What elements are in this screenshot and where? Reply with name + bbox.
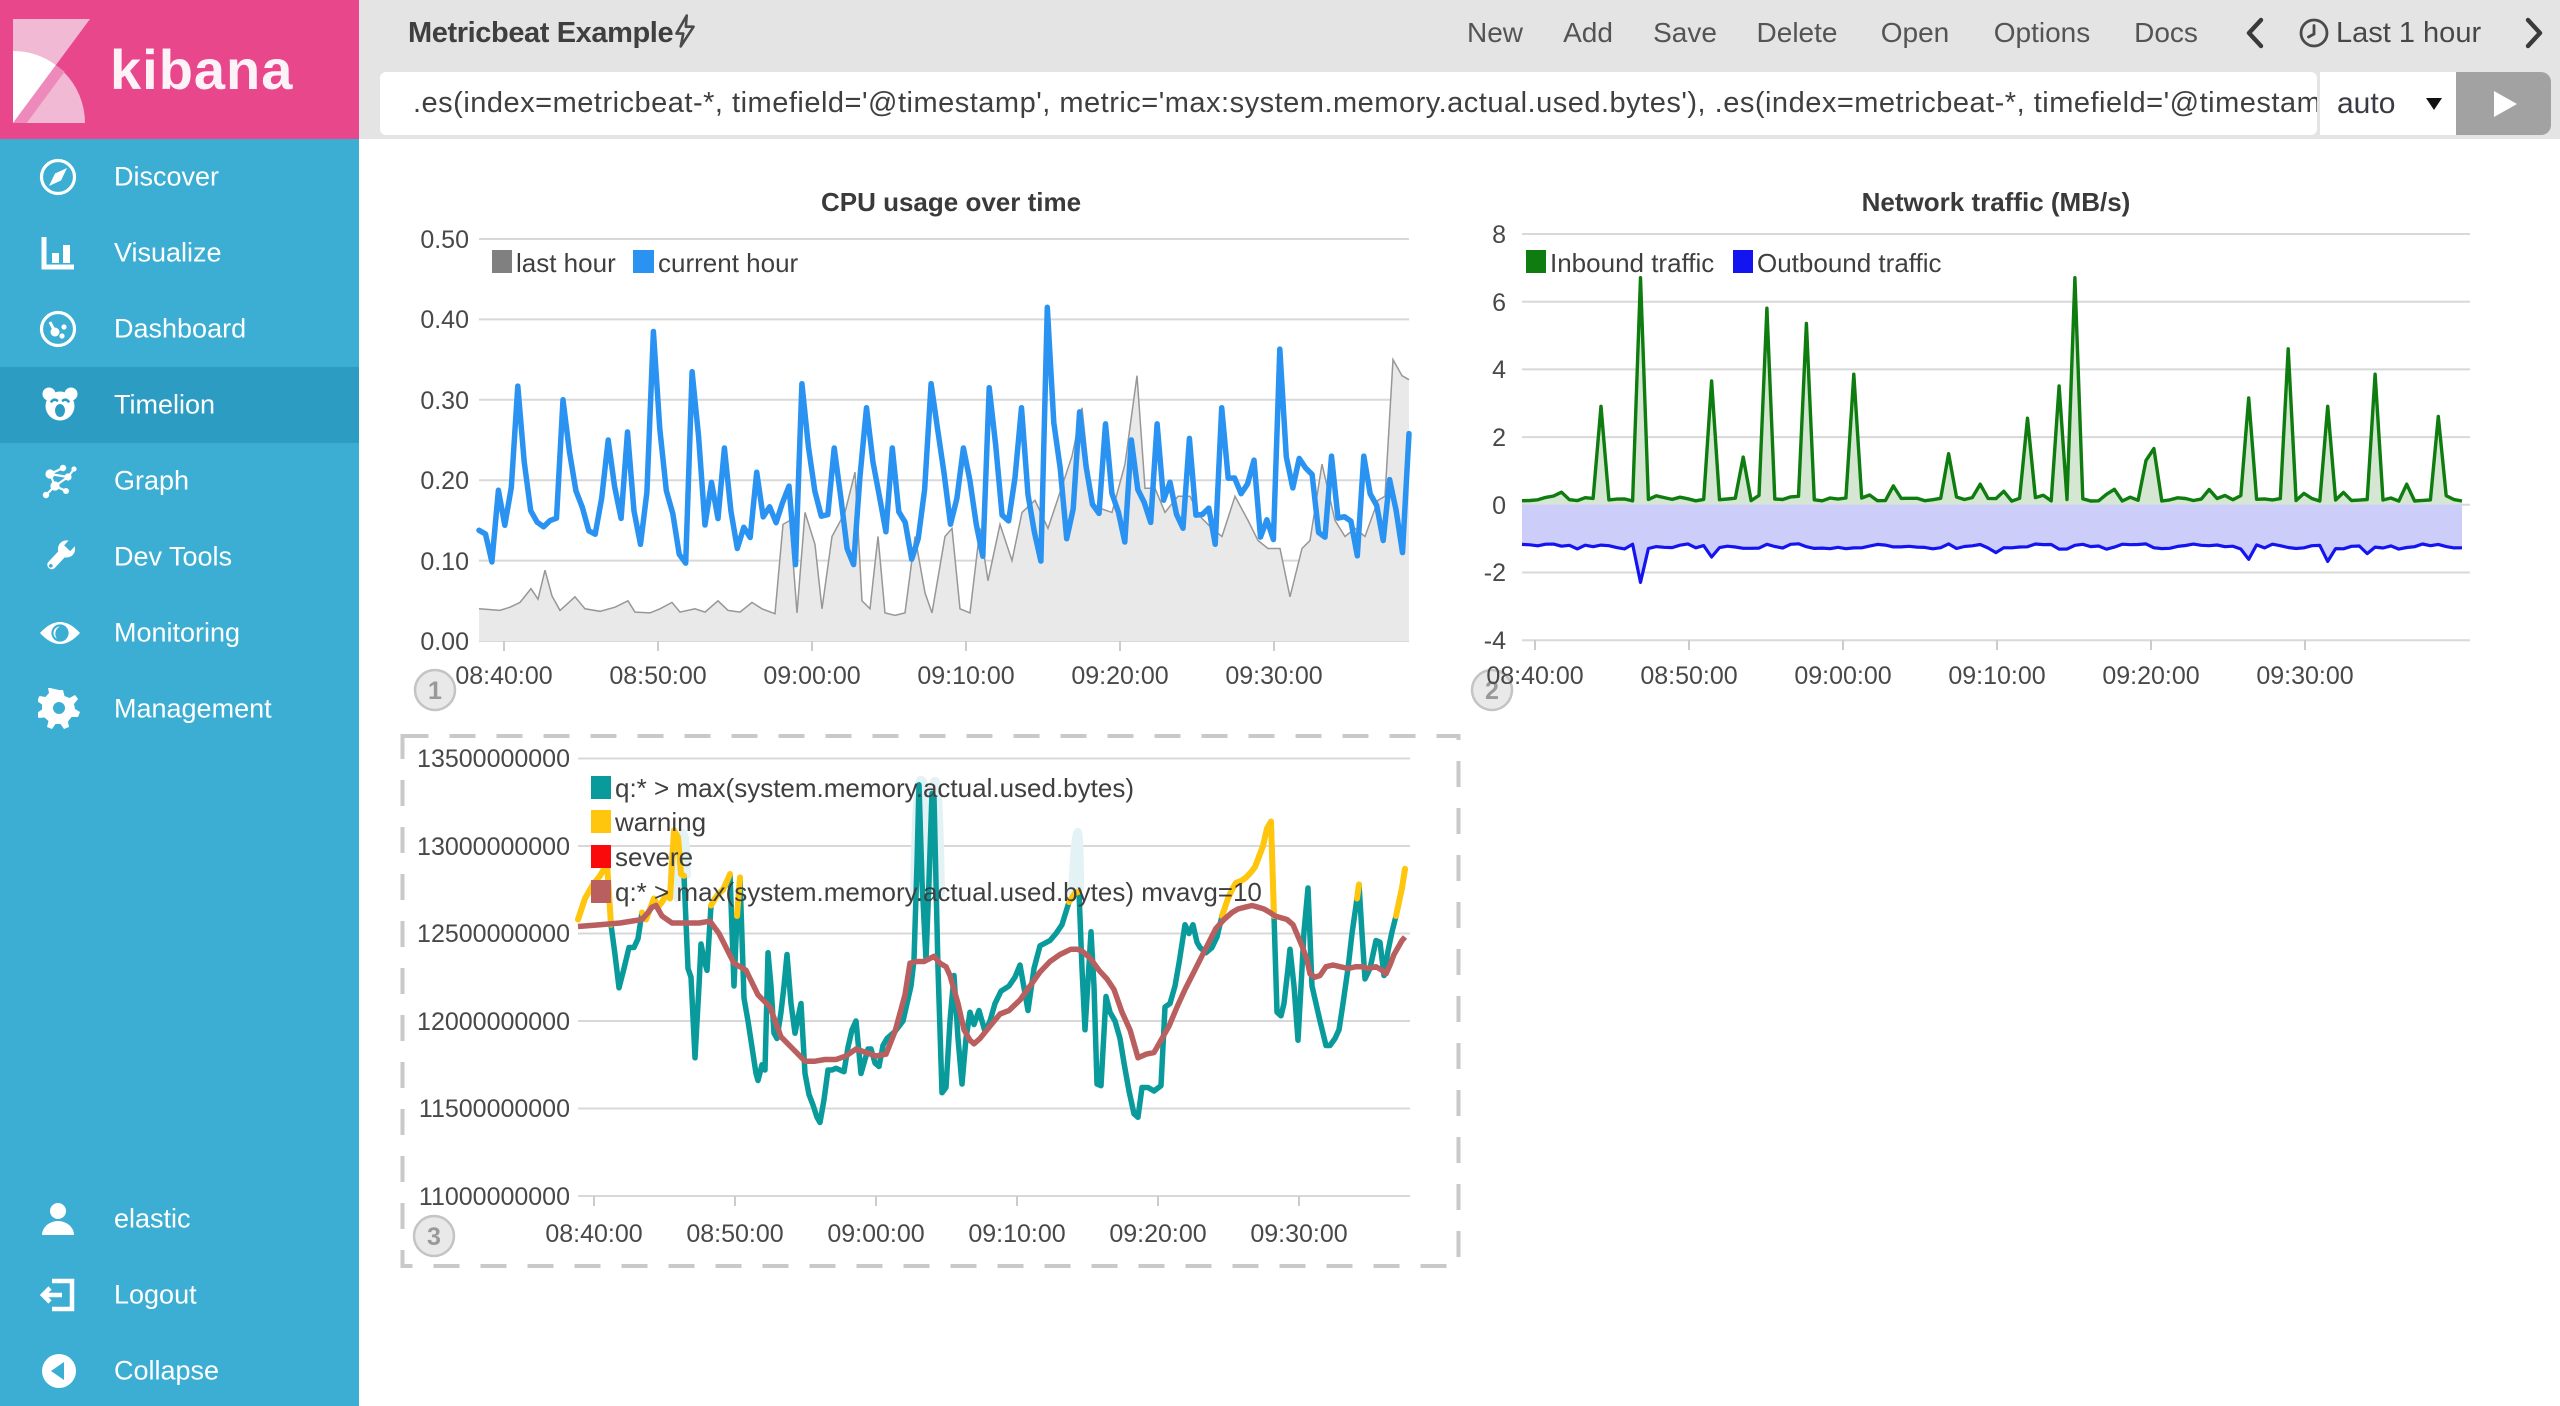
- svg-text:CPU usage over time: CPU usage over time: [821, 187, 1081, 217]
- svg-text:09:00:00: 09:00:00: [1794, 662, 1891, 690]
- svg-text:09:00:00: 09:00:00: [827, 1220, 924, 1248]
- svg-text:08:40:00: 08:40:00: [455, 662, 552, 690]
- svg-text:0.30: 0.30: [420, 387, 469, 415]
- svg-text:0.40: 0.40: [420, 306, 469, 334]
- svg-text:09:30:00: 09:30:00: [2256, 662, 2353, 690]
- svg-text:13000000000: 13000000000: [417, 833, 570, 861]
- svg-text:09:30:00: 09:30:00: [1225, 662, 1322, 690]
- svg-text:13500000000: 13500000000: [417, 745, 570, 773]
- svg-text:09:20:00: 09:20:00: [1071, 662, 1168, 690]
- svg-text:09:20:00: 09:20:00: [2102, 662, 2199, 690]
- svg-text:12000000000: 12000000000: [417, 1008, 570, 1036]
- svg-text:09:10:00: 09:10:00: [968, 1220, 1065, 1248]
- svg-text:Outbound traffic: Outbound traffic: [1757, 248, 1942, 278]
- svg-text:2: 2: [1492, 424, 1506, 452]
- svg-text:-4: -4: [1484, 627, 1506, 655]
- svg-text:09:10:00: 09:10:00: [917, 662, 1014, 690]
- svg-text:0.20: 0.20: [420, 467, 469, 495]
- svg-text:Inbound traffic: Inbound traffic: [1550, 248, 1714, 278]
- svg-text:q:* > max(system.memory.actual: q:* > max(system.memory.actual.used.byte…: [615, 877, 1262, 907]
- svg-text:Network traffic (MB/s): Network traffic (MB/s): [1862, 187, 2131, 217]
- svg-text:0.10: 0.10: [420, 548, 469, 576]
- svg-text:q:* > max(system.memory.actual: q:* > max(system.memory.actual.used.byte…: [615, 773, 1134, 803]
- svg-text:-2: -2: [1484, 559, 1506, 587]
- svg-text:current hour: current hour: [658, 248, 799, 278]
- svg-text:0: 0: [1492, 492, 1506, 520]
- svg-text:2: 2: [1485, 677, 1499, 705]
- svg-text:warning: warning: [614, 807, 706, 837]
- svg-text:08:50:00: 08:50:00: [686, 1220, 783, 1248]
- svg-text:09:20:00: 09:20:00: [1109, 1220, 1206, 1248]
- svg-text:8: 8: [1492, 221, 1506, 249]
- svg-text:08:40:00: 08:40:00: [1486, 662, 1583, 690]
- svg-text:08:50:00: 08:50:00: [609, 662, 706, 690]
- svg-text:1: 1: [428, 677, 442, 705]
- svg-text:last hour: last hour: [516, 248, 616, 278]
- svg-text:severe: severe: [615, 842, 693, 872]
- svg-text:6: 6: [1492, 289, 1506, 317]
- svg-text:08:50:00: 08:50:00: [1640, 662, 1737, 690]
- svg-text:4: 4: [1492, 356, 1506, 384]
- svg-text:3: 3: [427, 1223, 441, 1251]
- svg-text:0.00: 0.00: [420, 628, 469, 656]
- svg-text:11000000000: 11000000000: [419, 1183, 570, 1211]
- svg-text:09:00:00: 09:00:00: [763, 662, 860, 690]
- svg-text:11500000000: 11500000000: [419, 1095, 570, 1123]
- svg-text:09:10:00: 09:10:00: [1948, 662, 2045, 690]
- svg-text:08:40:00: 08:40:00: [545, 1220, 642, 1248]
- svg-text:0.50: 0.50: [420, 226, 469, 254]
- svg-text:12500000000: 12500000000: [417, 920, 570, 948]
- svg-text:09:30:00: 09:30:00: [1250, 1220, 1347, 1248]
